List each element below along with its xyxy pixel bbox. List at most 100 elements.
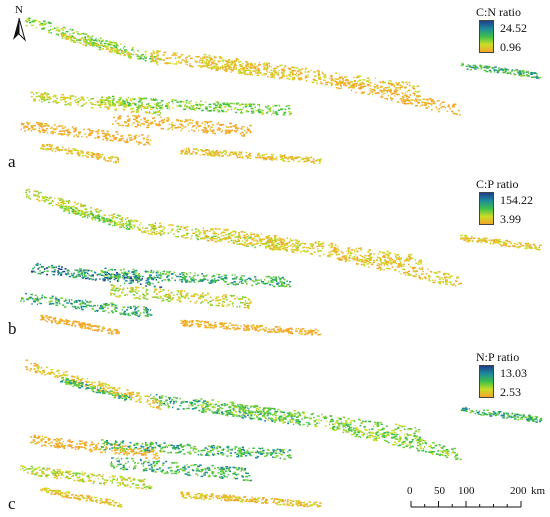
raster-pixel (149, 314, 153, 316)
raster-pixel (275, 277, 277, 279)
raster-pixel (161, 279, 163, 282)
raster-pixel (494, 71, 496, 73)
raster-pixel (70, 206, 72, 208)
raster-pixel (278, 276, 280, 278)
raster-pixel (238, 104, 242, 106)
raster-pixel (132, 53, 134, 56)
raster-pixel (113, 308, 116, 310)
raster-pixel (149, 108, 152, 111)
raster-pixel (81, 323, 85, 325)
raster-pixel (221, 66, 225, 68)
raster-pixel (405, 258, 409, 260)
raster-pixel (104, 278, 106, 281)
raster-pixel (75, 213, 79, 215)
raster-pixel (151, 227, 153, 229)
raster-pixel (500, 68, 504, 70)
raster-pixel (251, 324, 255, 326)
raster-pixel (218, 68, 221, 70)
raster-pixel (454, 103, 457, 106)
raster-pixel (252, 70, 256, 72)
raster-pixel (357, 84, 361, 86)
raster-pixel (234, 232, 237, 234)
raster-pixel (55, 299, 58, 301)
raster-pixel (154, 288, 158, 290)
raster-pixel (96, 132, 99, 135)
raster-pixel (128, 102, 131, 104)
raster-pixel (144, 120, 147, 123)
raster-pixel (378, 266, 382, 269)
raster-pixel (262, 242, 265, 245)
raster-pixel (218, 110, 221, 112)
raster-pixel (196, 237, 199, 240)
raster-pixel (83, 128, 85, 131)
raster-pixel (343, 257, 346, 260)
raster-pixel (359, 82, 362, 85)
raster-pixel (221, 155, 224, 157)
raster-pixel (372, 93, 374, 96)
raster-pixel (267, 110, 269, 113)
raster-pixel (59, 150, 61, 152)
raster-pixel (483, 66, 486, 69)
raster-pixel (355, 76, 359, 79)
raster-pixel (70, 207, 73, 209)
raster-pixel (43, 196, 46, 198)
raster-pixel (256, 240, 259, 242)
raster-pixel (66, 38, 69, 40)
raster-pixel (197, 149, 200, 152)
raster-pixel (233, 151, 236, 154)
raster-pixel (47, 319, 50, 321)
raster-pixel (150, 228, 153, 231)
raster-pixel (203, 230, 205, 233)
raster-pixel (104, 304, 107, 306)
raster-pixel (416, 91, 420, 93)
raster-pixel (139, 56, 142, 58)
raster-pixel (371, 88, 374, 91)
raster-pixel (202, 296, 205, 299)
raster-pixel (243, 70, 246, 72)
raster-pixel (539, 76, 542, 79)
raster-pixel (440, 277, 443, 279)
raster-pixel (47, 148, 50, 150)
raster-pixel (299, 330, 302, 333)
raster-pixel (195, 127, 197, 129)
raster-pixel (61, 35, 62, 37)
raster-pixel (368, 259, 372, 261)
raster-pixel (258, 61, 260, 64)
raster-pixel (265, 247, 268, 249)
raster-pixel (91, 45, 95, 47)
raster-pixel (200, 302, 202, 304)
raster-pixel (207, 301, 209, 304)
raster-pixel (158, 122, 161, 125)
raster-pixel (37, 123, 41, 125)
raster-pixel (351, 257, 353, 260)
raster-pixel (52, 132, 54, 135)
raster-pixel (137, 315, 140, 318)
raster-pixel (105, 134, 107, 136)
raster-pixel (431, 104, 433, 107)
raster-pixel (107, 220, 109, 222)
raster-pixel (442, 273, 446, 276)
raster-pixel (143, 297, 147, 300)
raster-pixel (239, 64, 242, 66)
raster-pixel (250, 64, 253, 66)
raster-pixel (146, 278, 150, 280)
raster-pixel (68, 35, 70, 38)
raster-pixel (159, 295, 162, 298)
raster-pixel (67, 273, 70, 275)
raster-pixel (185, 320, 188, 322)
raster-pixel (80, 212, 84, 214)
raster-pixel (170, 298, 174, 300)
raster-pixel (154, 296, 158, 298)
raster-pixel (284, 249, 288, 251)
raster-pixel (132, 268, 135, 271)
raster-pixel (73, 306, 77, 308)
raster-pixel (208, 151, 211, 153)
raster-pixel (383, 256, 387, 258)
raster-pixel (57, 34, 59, 36)
raster-pixel (259, 239, 262, 241)
raster-pixel (504, 67, 506, 70)
raster-pixel (254, 276, 256, 279)
raster-pixel (84, 42, 87, 44)
raster-pixel (64, 100, 67, 103)
raster-pixel (134, 276, 137, 279)
